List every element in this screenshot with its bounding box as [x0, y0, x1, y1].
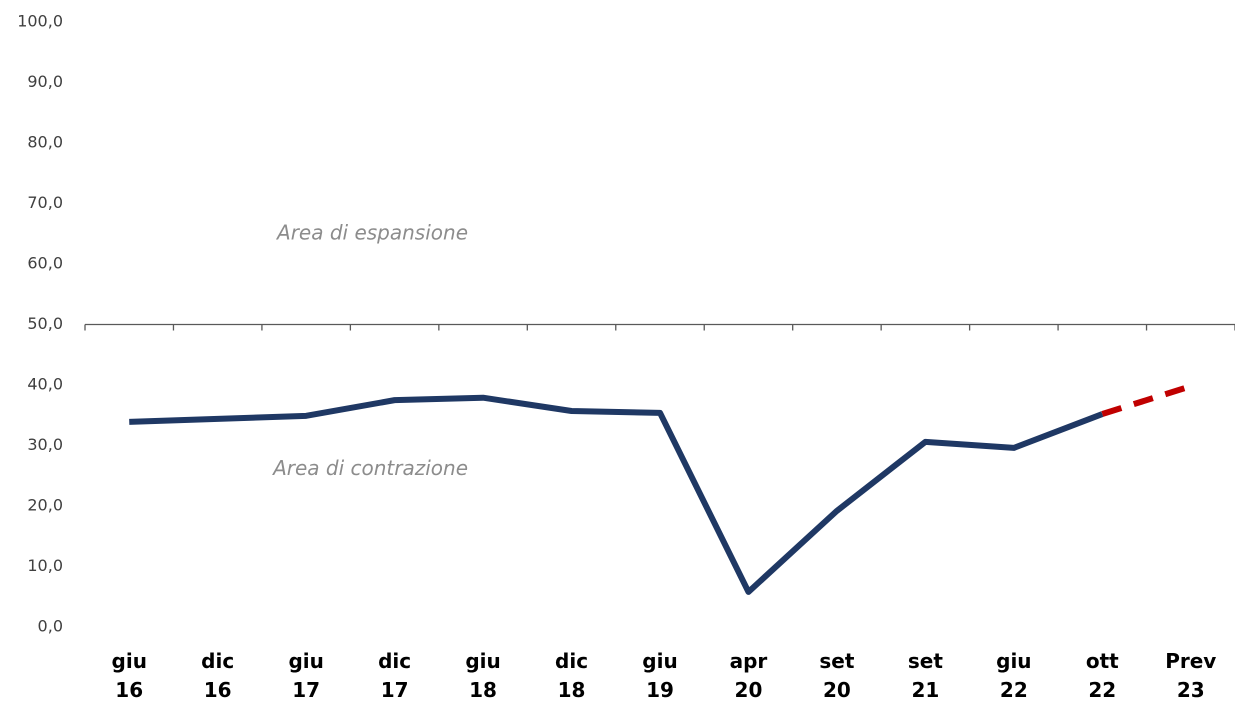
y-tick-label: 70,0 [27, 193, 63, 212]
x-tick-label: set 20 [819, 649, 854, 702]
y-tick-label: 80,0 [27, 133, 63, 152]
x-tick-label: giu 22 [996, 649, 1031, 702]
annotation: Area di contrazione [271, 456, 468, 480]
x-tick-label: ott 22 [1086, 649, 1119, 702]
y-tick-label: 50,0 [27, 314, 63, 333]
y-tick-label: 90,0 [27, 72, 63, 91]
x-tick-label: dic 17 [378, 649, 411, 702]
y-tick-label: 20,0 [27, 496, 63, 515]
x-tick-label: dic 18 [555, 649, 588, 702]
x-tick-label: dic 16 [201, 649, 234, 702]
y-tick-label: 40,0 [27, 375, 63, 394]
x-tick-label: apr 20 [730, 649, 768, 702]
x-tick-label: giu 19 [642, 649, 677, 702]
line-series [129, 394, 1104, 595]
y-tick-label: 60,0 [27, 254, 63, 273]
x-tick-label: giu 16 [112, 649, 147, 702]
x-tick-label: giu 17 [288, 649, 323, 702]
annotation: Area di espansione [275, 220, 468, 244]
y-tick-label: 100,0 [17, 12, 63, 31]
x-tick-label: set 21 [908, 649, 943, 702]
line-series [1101, 383, 1192, 417]
x-tick-label: Prev 23 [1165, 649, 1216, 702]
y-tick-label: 10,0 [27, 556, 63, 575]
y-tick-label: 0,0 [38, 617, 63, 636]
y-tick-label: 30,0 [27, 435, 63, 454]
x-tick-label: giu 18 [465, 649, 500, 702]
